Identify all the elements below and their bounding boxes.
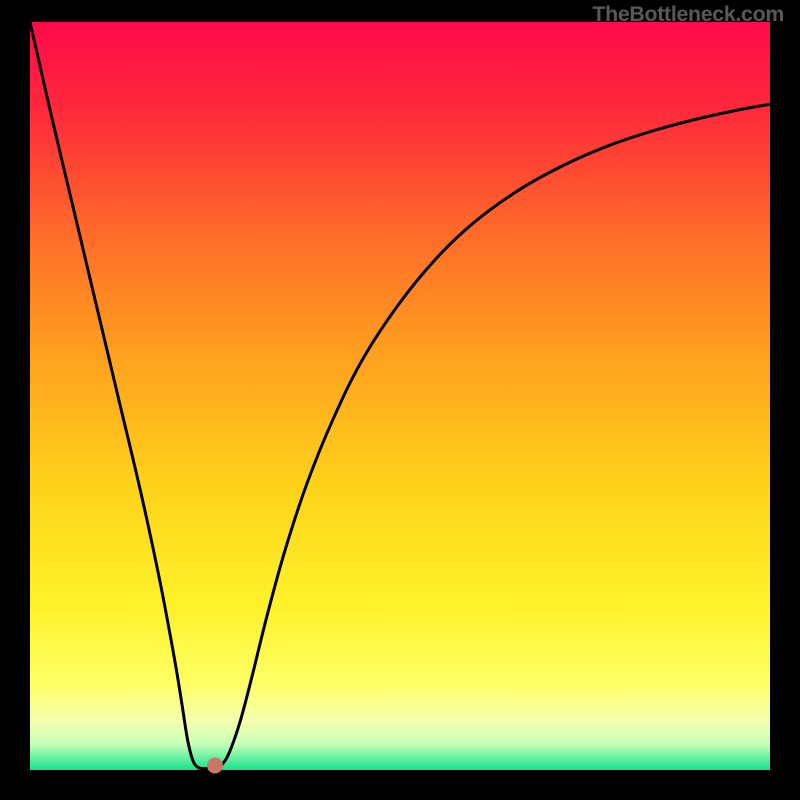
bottleneck-chart — [0, 0, 800, 800]
bottleneck-marker — [207, 758, 223, 774]
watermark-text: TheBottleneck.com — [592, 2, 784, 27]
